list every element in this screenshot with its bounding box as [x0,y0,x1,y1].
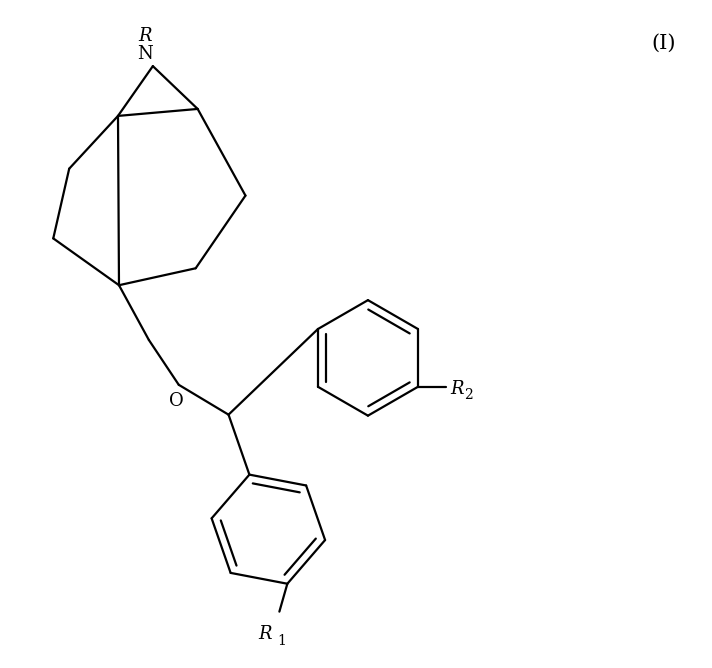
Text: N: N [137,45,153,63]
Text: R: R [258,625,272,643]
Text: 2: 2 [464,387,473,401]
Text: O: O [169,391,184,409]
Text: R: R [138,27,152,45]
Text: (I): (I) [651,33,676,53]
Text: 1: 1 [277,635,286,649]
Text: R: R [450,380,464,397]
